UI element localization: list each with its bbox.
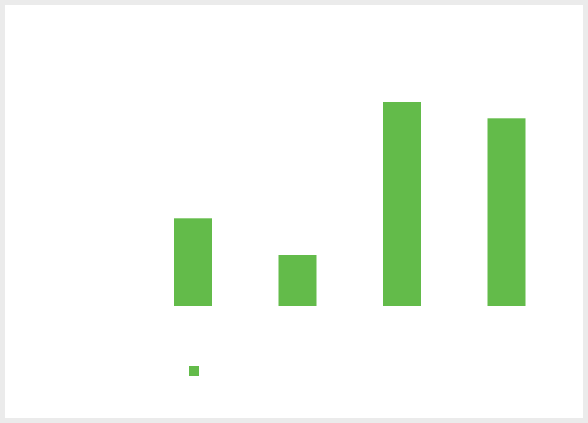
bar-2 — [278, 255, 317, 306]
chart-frame — [5, 5, 583, 418]
legend-swatch — [189, 366, 199, 376]
bar-1 — [174, 218, 212, 306]
bar-3 — [383, 102, 421, 306]
bar-group — [174, 102, 526, 306]
legend — [189, 366, 199, 376]
bar-4 — [487, 118, 526, 306]
